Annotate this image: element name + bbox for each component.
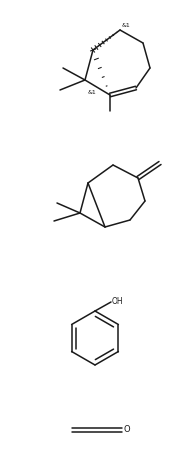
Text: &1: &1 (122, 23, 131, 28)
Text: O: O (124, 425, 131, 434)
Text: &1: &1 (88, 90, 97, 95)
Text: OH: OH (112, 298, 124, 307)
